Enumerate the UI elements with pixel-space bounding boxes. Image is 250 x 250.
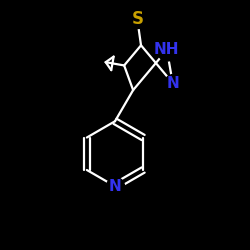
Text: N: N (166, 76, 179, 90)
Text: N: N (108, 179, 121, 194)
Text: S: S (131, 10, 143, 28)
Text: NH: NH (154, 42, 180, 58)
